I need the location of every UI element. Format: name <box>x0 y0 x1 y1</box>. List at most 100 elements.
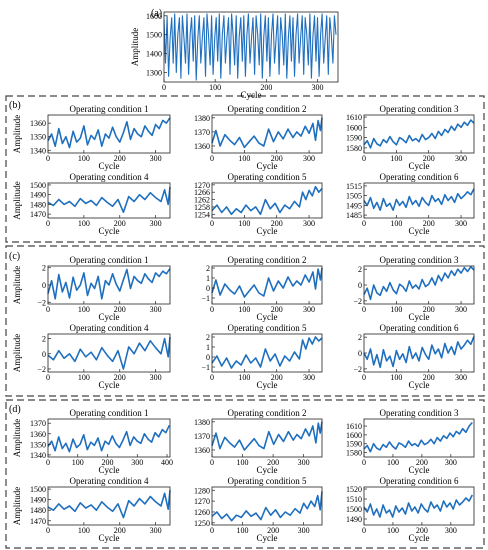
chart-title: Operating condition 5 <box>228 172 307 182</box>
group-frame-d <box>5 399 485 549</box>
y-tick-label: 0 <box>42 281 46 290</box>
y-tick-label: 1360 <box>30 119 46 128</box>
y-axis-label: Amplitude <box>12 181 22 220</box>
x-tick-label: 300 <box>298 458 310 467</box>
series-line <box>47 336 171 370</box>
y-tick-label: 2 <box>42 264 46 273</box>
x-tick-label: 300 <box>455 154 467 163</box>
y-tick-label: 2 <box>206 333 210 342</box>
y-axis-label: Amplitude <box>12 334 22 373</box>
y-tick-label: −2 <box>353 365 362 374</box>
series-line <box>363 336 475 369</box>
x-axis-label: Cycle <box>257 465 278 475</box>
chart-b5: Operating condition 50 100 200 300125412581… <box>194 172 323 236</box>
chart-title: Operating condition 6 <box>380 172 459 182</box>
y-tick-label: 1520 <box>346 485 362 494</box>
x-tick-label: 300 <box>303 373 315 382</box>
series-line <box>363 421 473 453</box>
x-tick-label: 300 <box>303 219 315 228</box>
x-axis-label: Cycle <box>257 226 278 236</box>
chart-b6: Operating condition 60 100 200 300148514951… <box>346 172 475 236</box>
plot-frame <box>211 114 323 154</box>
chart-title: Operating condition 2 <box>228 104 307 114</box>
x-axis-label: Cycle <box>99 312 120 322</box>
part-label-c: (c) <box>9 251 20 262</box>
x-tick-label: 300 <box>303 305 315 314</box>
y-tick-label: 1360 <box>194 446 210 455</box>
y-tick-label: 0 <box>206 284 210 293</box>
y-axis-label: Amplitude <box>130 28 140 67</box>
series-line <box>47 268 171 300</box>
chart-b1: Operating condition 1 0 100 200 300 1340 1350 1… <box>12 104 171 171</box>
y-tick-label: 1490 <box>30 191 46 200</box>
y-tick-label: 0 <box>42 350 46 359</box>
x-axis-label: Cycle <box>241 90 262 100</box>
x-tick-label: 200 <box>102 458 114 467</box>
series-line <box>47 424 171 453</box>
x-tick-label: 100 <box>209 83 221 92</box>
x-tick-label: 100 <box>78 154 90 163</box>
x-tick-label: 100 <box>237 526 249 535</box>
x-axis-label: Cycle <box>409 226 430 236</box>
x-tick-label: 0 <box>210 219 214 228</box>
y-axis-label: Amplitude <box>12 266 22 305</box>
y-tick-label: 1480 <box>30 506 46 515</box>
x-axis-label: Cycle <box>257 380 278 390</box>
x-tick-label: 0 <box>46 458 50 467</box>
plot-frame <box>47 182 171 219</box>
plot-frame <box>363 182 475 219</box>
chart-d1: Operating condition 1 0 100 200 300 400 1340 13… <box>12 408 173 475</box>
chart-title: Operating condition 6 <box>380 323 459 333</box>
y-tick-label: 0 <box>206 353 210 362</box>
y-axis-label: Amplitude <box>12 487 22 526</box>
x-tick-label: 100 <box>390 219 402 228</box>
panels: 0 100 200 3001300140015001600CycleAmplitude… <box>12 11 475 543</box>
x-axis-label: Cycle <box>99 465 120 475</box>
plot-frame <box>211 333 323 373</box>
chart-title: Operating condition 3 <box>380 104 459 114</box>
plot-frame <box>47 333 171 373</box>
y-tick-label: 1400 <box>146 50 162 59</box>
x-axis-label: Cycle <box>409 380 430 390</box>
chart-title: Operating condition 4 <box>70 323 149 333</box>
x-tick-label: 300 <box>150 526 162 535</box>
plot-frame <box>363 486 475 526</box>
x-tick-label: 100 <box>238 154 250 163</box>
x-axis-label: Cycle <box>99 226 120 236</box>
x-tick-label: 0 <box>162 83 166 92</box>
y-tick-label: 1254 <box>194 210 210 219</box>
x-tick-label: 200 <box>267 526 279 535</box>
y-tick-label: 1590 <box>346 134 362 143</box>
y-tick-label: 1340 <box>30 451 46 460</box>
series-line <box>47 490 171 519</box>
chart-title: Operating condition 2 <box>228 255 307 265</box>
x-tick-label: 300 <box>445 458 457 467</box>
y-tick-label: 1495 <box>346 201 362 210</box>
chart-c1: Operating condition 10 100 200 300−202Cycle… <box>12 255 171 322</box>
series-line <box>47 117 171 149</box>
series-line <box>211 336 323 369</box>
y-tick-label: 1610 <box>346 113 362 122</box>
x-tick-label: 200 <box>114 154 126 163</box>
x-tick-label: 0 <box>362 305 366 314</box>
y-tick-label: 1515 <box>346 182 362 191</box>
x-tick-label: 0 <box>210 458 214 467</box>
y-tick-label: −2 <box>37 365 46 374</box>
y-tick-label: 1500 <box>146 31 162 40</box>
y-tick-label: 1580 <box>346 449 362 458</box>
y-tick-label: 1370 <box>194 432 210 441</box>
x-tick-label: 300 <box>298 526 310 535</box>
x-tick-label: 200 <box>114 305 126 314</box>
y-tick-label: 1262 <box>194 196 210 205</box>
chart-b2: Operating condition 2 0 100 200 300 1360 1370 1… <box>194 104 323 171</box>
y-tick-label: 1505 <box>346 192 362 201</box>
x-tick-label: 300 <box>312 83 324 92</box>
y-tick-label: 1370 <box>30 419 46 428</box>
part-label-b: (b) <box>9 100 21 111</box>
y-tick-label: 1250 <box>194 519 210 528</box>
x-tick-label: 300 <box>455 219 467 228</box>
chart-title: Operating condition 3 <box>380 255 459 265</box>
x-tick-label: 0 <box>46 305 50 314</box>
